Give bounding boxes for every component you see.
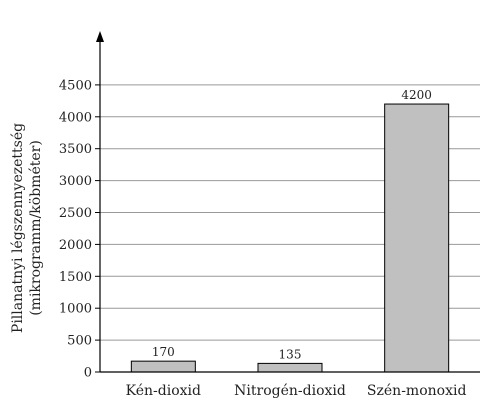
bar-kén-dioxid <box>130 360 196 373</box>
y-axis-ticks: 0 500 1000 1500 2000 2500 3000 3500 4000 4500 <box>59 78 100 381</box>
data-label: 135 <box>279 347 302 361</box>
data-labels: 170 135 4200 <box>152 88 432 361</box>
y-tick-label: 3500 <box>59 142 92 157</box>
y-axis-title-line-1: Pillanatnyi légszennyezettség <box>10 123 26 333</box>
bars <box>130 103 450 373</box>
data-label: 170 <box>152 345 175 359</box>
bar-szén-monoxid <box>384 103 450 373</box>
x-tick-label: Szén-monoxid <box>367 383 467 399</box>
y-tick-label: 4500 <box>59 78 92 93</box>
data-label: 4200 <box>401 88 432 102</box>
y-tick-label: 1000 <box>59 302 92 317</box>
y-tick-label: 2000 <box>59 238 92 253</box>
y-tick-label: 1500 <box>59 270 92 285</box>
gridlines <box>100 84 480 341</box>
y-axis-title-line-2: (mikrogramm/köbméter) <box>28 140 44 316</box>
y-tick-label: 0 <box>84 366 92 381</box>
x-tick-label: Kén-dioxid <box>126 383 201 399</box>
bar-nitrogén-dioxid <box>257 362 323 373</box>
y-tick-label: 2500 <box>59 206 92 221</box>
y-axis-arrow <box>96 31 104 42</box>
x-axis-labels: Kén-dioxid Nitrogén-dioxid Szén-monoxid <box>126 383 467 399</box>
y-axis-title: Pillanatnyi légszennyezettség (mikrogram… <box>10 123 44 333</box>
y-tick-label: 3000 <box>59 174 92 189</box>
x-tick-label: Nitrogén-dioxid <box>234 383 346 399</box>
y-tick-label: 4000 <box>59 110 92 125</box>
y-tick-label: 500 <box>67 334 92 349</box>
